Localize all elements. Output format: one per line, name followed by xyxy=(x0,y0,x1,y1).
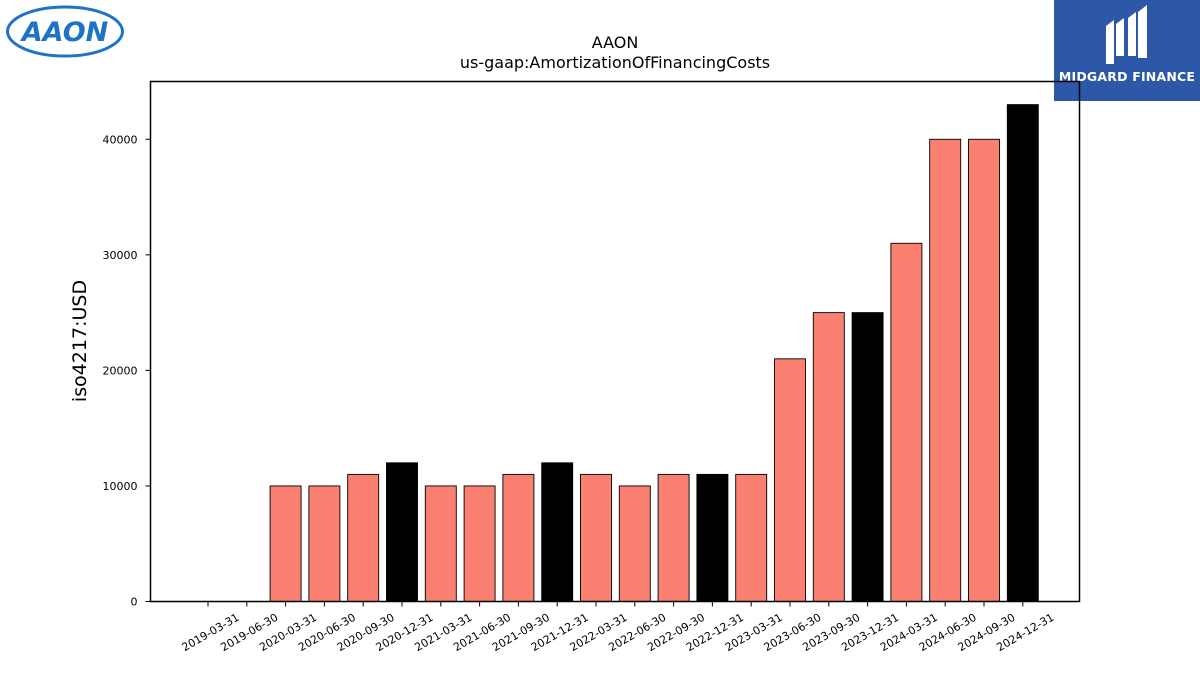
bar-2020-06-30 xyxy=(308,485,341,602)
bar-2023-06-30 xyxy=(774,358,806,602)
bar-2021-06-30 xyxy=(463,485,496,602)
bar-2023-09-30 xyxy=(812,312,845,602)
bar-2021-09-30 xyxy=(502,473,535,602)
y-axis-label: iso4217:USD xyxy=(69,280,91,402)
bar-2024-09-30 xyxy=(968,138,1000,602)
chart-subtitle: us-gaap:AmortizationOfFinancingCosts xyxy=(460,53,770,72)
x-axis-ticks: 2019-03-312019-06-302020-03-312020-06-30… xyxy=(180,601,1056,654)
y-tick-label: 20000 xyxy=(103,364,138,377)
chart-title: AAON xyxy=(592,33,639,52)
bar-2023-03-31 xyxy=(735,473,768,602)
bar-2022-09-30 xyxy=(657,473,690,602)
bar-2022-06-30 xyxy=(618,485,651,602)
y-tick-label: 10000 xyxy=(103,480,138,493)
bar-2021-03-31 xyxy=(424,485,457,602)
bar-2023-12-31 xyxy=(851,312,884,602)
company-logo-graphic: AAON xyxy=(6,5,124,58)
plot-frame xyxy=(149,80,1081,603)
bar-2020-09-30 xyxy=(347,473,380,602)
y-tick-label: 0 xyxy=(131,596,138,609)
y-tick-label: 30000 xyxy=(103,249,138,262)
bar-2021-12-31 xyxy=(541,462,574,602)
y-tick-label: 40000 xyxy=(103,133,138,146)
sponsor-logo: MIDGARD FINANCE xyxy=(1054,0,1200,101)
company-logo-text: AAON xyxy=(20,17,109,48)
bar-2024-12-31 xyxy=(1006,104,1039,602)
company-logo: AAON xyxy=(5,5,125,58)
sponsor-logo-text: MIDGARD FINANCE xyxy=(1058,69,1196,84)
bars-group xyxy=(269,104,1039,602)
bar-2024-03-31 xyxy=(890,242,923,602)
y-axis-ticks: 0 10000 20000 30000 40000 xyxy=(103,133,151,609)
bar-2022-12-31 xyxy=(696,473,729,602)
sponsor-logo-mark-icon xyxy=(1106,5,1147,64)
bar-2020-12-31 xyxy=(386,462,418,602)
bar-2022-03-31 xyxy=(580,473,612,602)
bar-2020-03-31 xyxy=(269,485,302,602)
bar-2024-06-30 xyxy=(929,138,962,602)
